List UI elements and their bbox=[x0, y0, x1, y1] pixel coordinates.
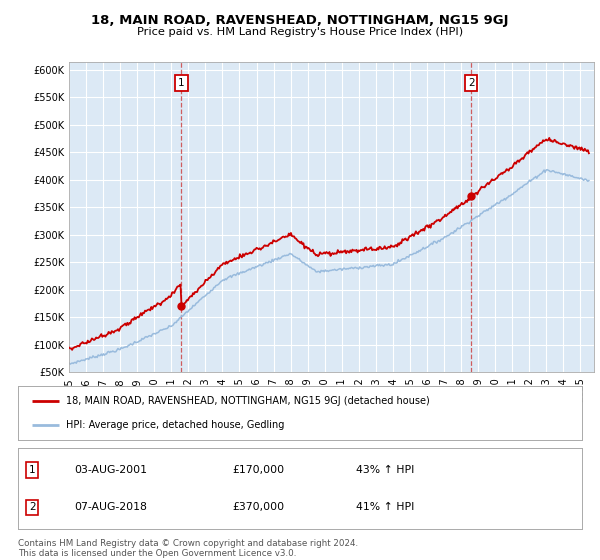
Text: HPI: Average price, detached house, Gedling: HPI: Average price, detached house, Gedl… bbox=[66, 420, 284, 430]
Text: £370,000: £370,000 bbox=[232, 502, 284, 512]
Text: 2: 2 bbox=[468, 78, 475, 88]
Text: 18, MAIN ROAD, RAVENSHEAD, NOTTINGHAM, NG15 9GJ (detached house): 18, MAIN ROAD, RAVENSHEAD, NOTTINGHAM, N… bbox=[66, 396, 430, 406]
Text: 41% ↑ HPI: 41% ↑ HPI bbox=[356, 502, 415, 512]
Text: 2: 2 bbox=[29, 502, 35, 512]
Text: 03-AUG-2001: 03-AUG-2001 bbox=[74, 465, 148, 475]
Text: 07-AUG-2018: 07-AUG-2018 bbox=[74, 502, 147, 512]
Text: Contains HM Land Registry data © Crown copyright and database right 2024.
This d: Contains HM Land Registry data © Crown c… bbox=[18, 539, 358, 558]
Text: 1: 1 bbox=[178, 78, 185, 88]
Text: £170,000: £170,000 bbox=[232, 465, 284, 475]
Text: Price paid vs. HM Land Registry's House Price Index (HPI): Price paid vs. HM Land Registry's House … bbox=[137, 27, 463, 37]
Text: 18, MAIN ROAD, RAVENSHEAD, NOTTINGHAM, NG15 9GJ: 18, MAIN ROAD, RAVENSHEAD, NOTTINGHAM, N… bbox=[91, 14, 509, 27]
Text: 43% ↑ HPI: 43% ↑ HPI bbox=[356, 465, 415, 475]
Text: 1: 1 bbox=[29, 465, 35, 475]
